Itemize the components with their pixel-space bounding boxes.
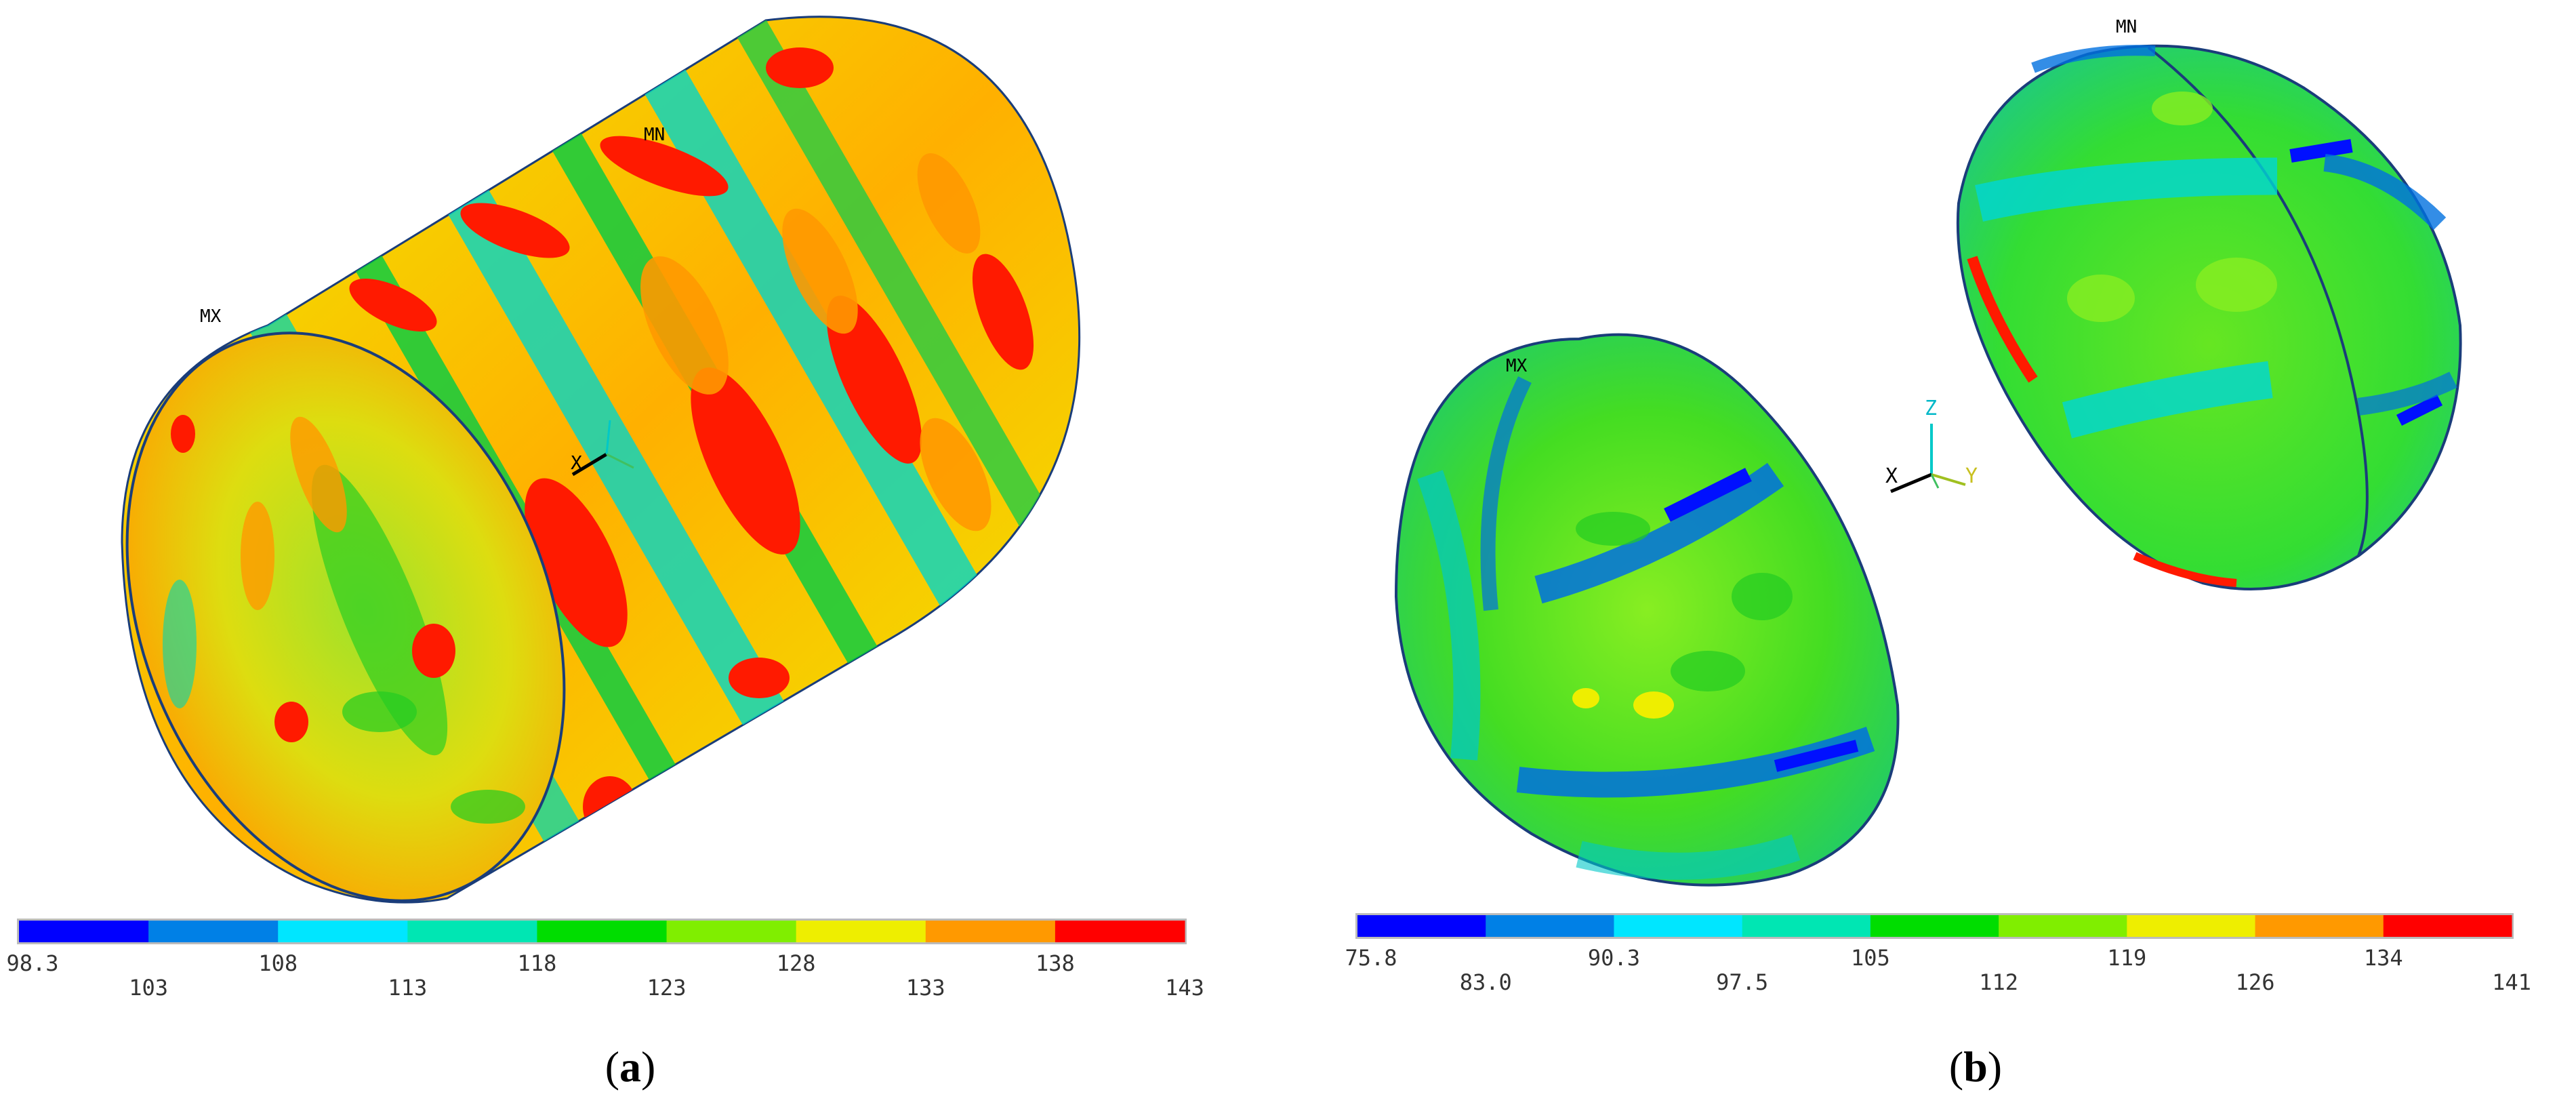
legend-swatch [666,921,797,942]
legend-tick-label: 143 [1165,975,1204,1001]
legend-tick-label: 90.3 [1588,945,1640,971]
legend-bar-a: 98.3 103 108 113 118 123 128 133 138 143 [6,919,1204,1001]
legend-swatch [1742,915,1871,937]
svg-text:Z: Z [1925,397,1937,420]
legend-tick-label: 138 [1036,950,1075,976]
cylinder-axis-triad: X [571,420,634,477]
legend-tick-label: 126 [2236,969,2275,995]
cylinder-max-marker: MX [200,306,222,327]
legend-swatch [2383,915,2512,937]
domes-plot: MX MN Z X Y [1394,17,2462,887]
legend-swatch [1055,921,1185,942]
legend-swatch [537,921,668,942]
domes-max-marker: MX [1506,356,1528,376]
right-dome-bands [1967,45,2457,587]
domes-axis-triad: Z X Y [1885,397,1978,494]
right-dome-seam [2147,46,2369,557]
legend-tick-label: 134 [2364,945,2403,971]
legend-swatch [407,921,537,942]
legend-swatch [1614,915,1743,937]
legend-swatch [1486,915,1614,937]
caption-a: (a) [605,1043,656,1091]
left-dome-bands [1417,376,1875,880]
legend-swatch [925,921,1056,942]
svg-text:X: X [571,451,582,474]
legend-tick-label: 105 [1851,945,1890,971]
legend-tick-label: 112 [1979,969,2018,995]
right-dome [1956,44,2462,590]
legend-bar-b: 75.8 83.0 90.3 97.5 105 112 119 126 134 141 [1345,913,2531,995]
legend-tick-label: 108 [258,950,298,976]
legend-tick-label: 98.3 [6,950,58,976]
legend-tick-label: 128 [777,950,816,976]
legend-tick-label: 118 [518,950,557,976]
svg-text:X: X [1885,464,1898,488]
legend-tick-label: 97.5 [1716,969,1768,995]
cylinder-plot: MX MN X [121,16,1081,904]
legend-tick-label: 83.0 [1460,969,1512,995]
legend-swatch [2255,915,2384,937]
cylinder-inner-patches [163,415,525,824]
legend-tick-label: 103 [129,975,168,1001]
legend-tick-label: 141 [2492,969,2531,995]
legend-tick-label: 75.8 [1345,945,1397,971]
legend-swatch [148,921,279,942]
legend-swatch [1357,915,1486,937]
legend-swatch [19,921,149,942]
legend-swatch [1870,915,1999,937]
legend-tick-label: 123 [647,975,687,1001]
caption-b: (b) [1949,1043,2002,1091]
legend-tick-label: 133 [906,975,945,1001]
legend-swatch [796,921,926,942]
cylinder-min-marker: MN [644,125,665,145]
legend-tick-label: 113 [388,975,427,1001]
legend-tick-label: 119 [2107,945,2146,971]
legend-swatch [1999,915,2127,937]
legend-swatch [278,921,408,942]
svg-text:Y: Y [1965,464,1978,488]
legend-swatch [2127,915,2256,937]
domes-min-marker: MN [2116,17,2137,37]
